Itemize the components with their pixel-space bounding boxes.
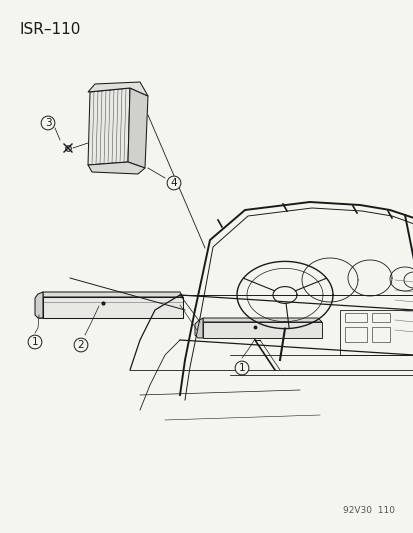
Polygon shape	[195, 318, 202, 338]
Polygon shape	[202, 318, 321, 322]
Polygon shape	[202, 322, 321, 338]
Text: ISR–110: ISR–110	[20, 22, 81, 37]
Polygon shape	[88, 88, 130, 165]
Text: 92V30  110: 92V30 110	[342, 506, 394, 515]
Polygon shape	[88, 162, 145, 174]
Text: 1: 1	[32, 337, 38, 347]
Text: 3: 3	[45, 118, 51, 128]
Text: 2: 2	[78, 340, 84, 350]
Text: 4: 4	[170, 178, 177, 188]
Text: 1: 1	[238, 363, 245, 373]
Polygon shape	[43, 292, 183, 297]
Polygon shape	[128, 88, 147, 168]
Polygon shape	[88, 82, 147, 96]
Polygon shape	[35, 292, 43, 318]
Polygon shape	[43, 297, 183, 318]
